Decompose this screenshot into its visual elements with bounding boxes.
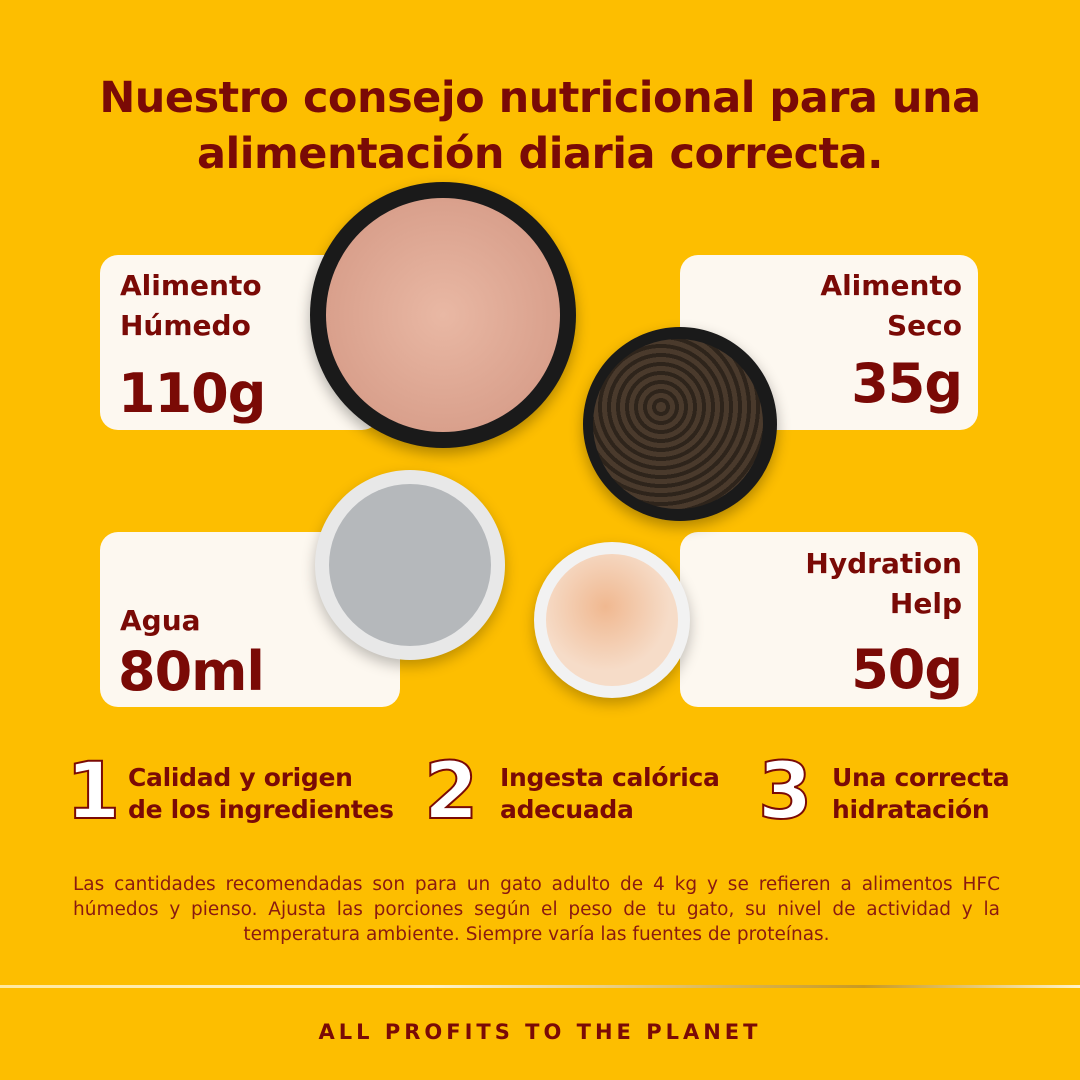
wet-food-label: Alimento Húmedo (120, 269, 262, 342)
step-2-text: Ingesta calórica adecuada (500, 763, 720, 824)
title-line-1: Nuestro consejo nutricional para una (99, 73, 981, 123)
wet-food-bowl-image (310, 182, 576, 448)
step-3-text: Una correcta hidratación (832, 763, 1010, 824)
divider (0, 985, 1080, 988)
step-2-number: 2 (423, 747, 479, 837)
dry-food-value: 35g (851, 352, 963, 415)
title-line-2: alimentación diaria correcta. (197, 129, 883, 179)
water-label: Agua (120, 604, 201, 637)
step-1-text: Calidad y origen de los ingredientes (128, 763, 394, 824)
wet-food-value: 110g (118, 362, 266, 425)
dry-food-bowl-image (583, 327, 777, 521)
step-3-number: 3 (757, 747, 813, 837)
hydration-help-bowl-image (534, 542, 690, 698)
step-1-number: 1 (65, 747, 121, 837)
dry-food-label: Alimento Seco (820, 269, 962, 342)
page-title: Nuestro consejo nutricional para una ali… (0, 70, 1080, 182)
disclaimer-note: Las cantidades recomendadas son para un … (73, 874, 1000, 945)
hydration-card (680, 532, 978, 707)
water-bowl-image (315, 470, 505, 660)
footer-slogan: ALL PROFITS TO THE PLANET (318, 1020, 762, 1044)
hydration-value: 50g (851, 638, 963, 701)
water-value: 80ml (118, 640, 265, 703)
hydration-label: Hydration Help (805, 547, 962, 620)
